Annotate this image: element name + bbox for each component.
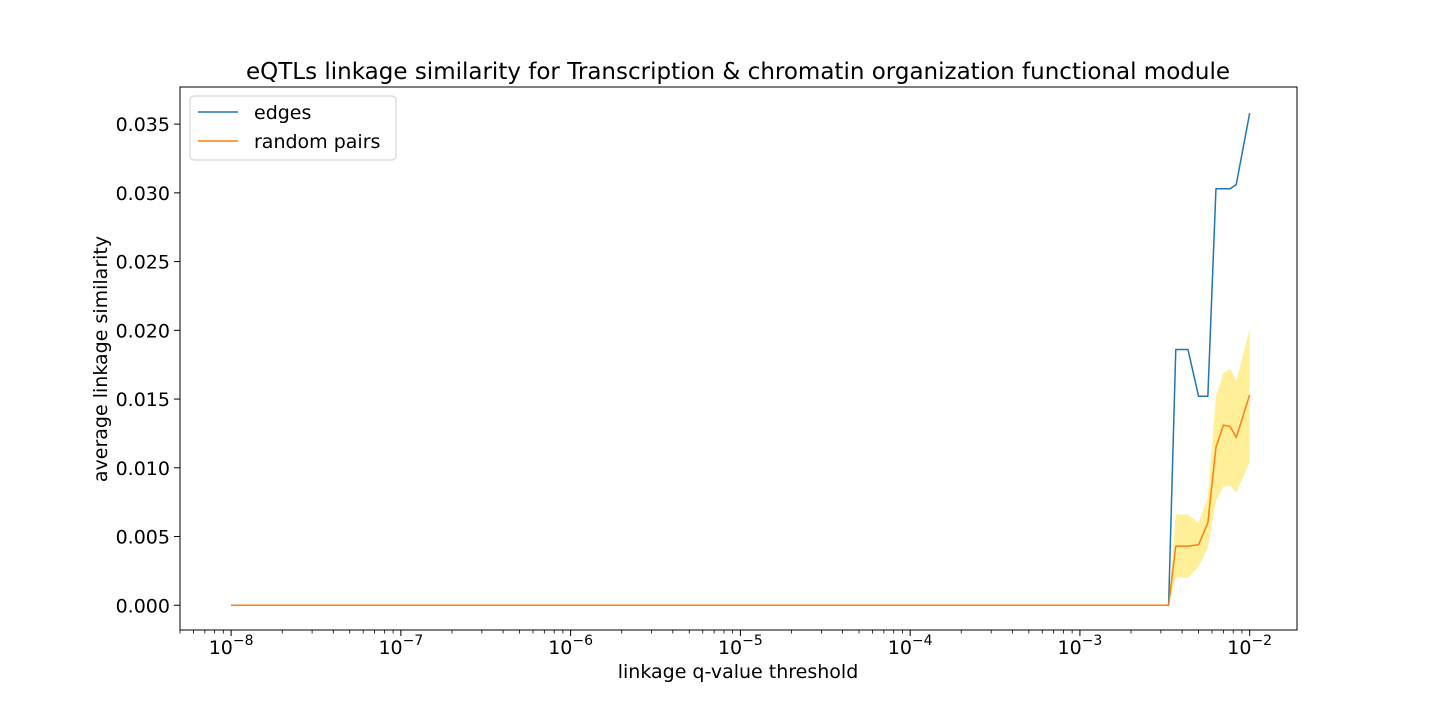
x-tick-label: 10−3 xyxy=(1058,633,1103,659)
legend: edges random pairs xyxy=(189,95,397,161)
y-tick-label: 0.005 xyxy=(116,527,170,549)
plot-frame xyxy=(179,86,1298,631)
x-tick-label: 10−4 xyxy=(888,633,933,659)
y-tick-label: 0.030 xyxy=(116,183,170,205)
x-axis: 10−8 10−7 10−6 10−5 10−4 10−3 10−2 xyxy=(179,630,1272,659)
legend-label-random-pairs: random pairs xyxy=(254,131,380,153)
y-tick-label: 0.000 xyxy=(116,595,170,617)
x-axis-label: linkage q-value threshold xyxy=(618,661,859,683)
x-tick-label: 10−5 xyxy=(718,633,763,659)
x-tick-label: 10−2 xyxy=(1227,633,1272,659)
x-tick-label: 10−8 xyxy=(209,633,254,659)
chart-title: eQTLs linkage similarity for Transcripti… xyxy=(246,59,1230,85)
y-tick-label: 0.035 xyxy=(116,114,170,136)
y-tick-label: 0.020 xyxy=(116,320,170,342)
y-tick-label: 0.015 xyxy=(116,389,170,411)
confidence-band xyxy=(231,328,1250,606)
y-axis: 0.000 0.005 0.010 0.015 0.020 0.025 0.030 0.035 xyxy=(116,114,180,617)
series-line-random-pairs xyxy=(231,394,1251,607)
x-tick-label: 10−7 xyxy=(378,633,423,659)
y-tick-label: 0.025 xyxy=(116,252,170,274)
legend-box xyxy=(189,95,397,161)
y-axis-label: average linkage similarity xyxy=(90,236,112,482)
plot-area xyxy=(231,112,1251,607)
legend-label-edges: edges xyxy=(254,102,311,124)
x-tick-label: 10−6 xyxy=(548,633,593,659)
series-line-edges xyxy=(231,112,1251,607)
y-tick-label: 0.010 xyxy=(116,458,170,480)
